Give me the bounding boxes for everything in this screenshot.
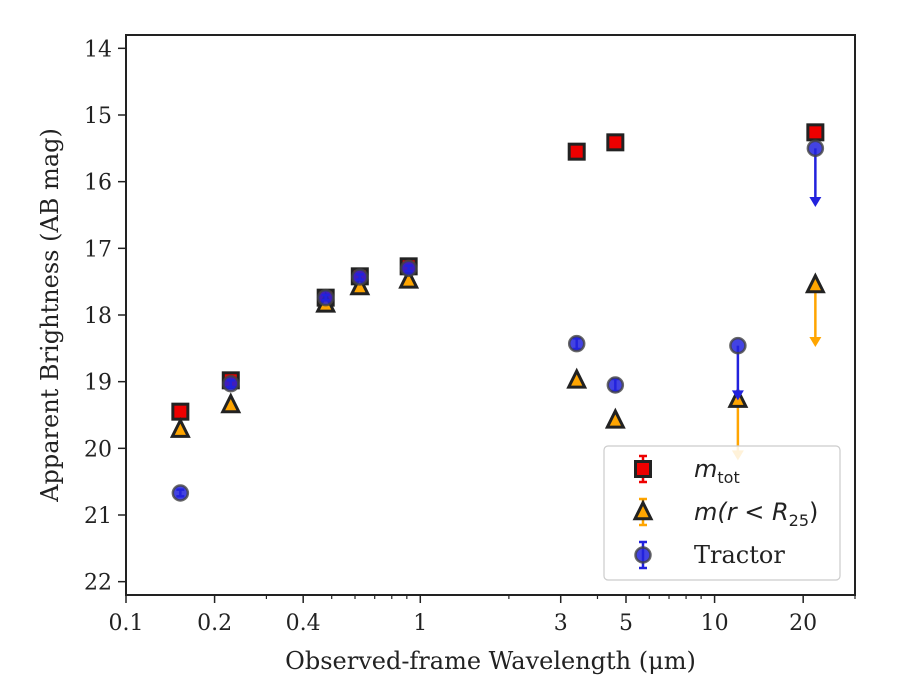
upper-limit-arrow — [809, 337, 822, 347]
y-tick-label: 15 — [84, 104, 112, 129]
square-marker — [171, 402, 190, 421]
x-axis: 0.1 0.2 0.4 1 3 5 10 20 — [109, 595, 856, 636]
data-point — [806, 123, 825, 142]
legend-entry: Tractor — [634, 540, 785, 570]
circle-marker — [399, 259, 418, 278]
y-tick-label: 16 — [84, 171, 112, 196]
data-point — [806, 139, 825, 207]
triangle-marker — [604, 407, 626, 429]
data-point — [606, 133, 625, 152]
circle-marker — [606, 376, 625, 394]
x-tick-label: 10 — [701, 611, 729, 636]
square-marker — [634, 460, 652, 478]
upper-limit-arrow — [809, 197, 822, 207]
y-tick-label: 20 — [84, 437, 112, 462]
y-axis-label: Apparent Brightness (AB mag) — [36, 128, 64, 503]
data-point — [804, 272, 826, 347]
data-point — [169, 417, 191, 438]
data-point — [729, 336, 747, 401]
data-point — [567, 334, 586, 353]
y-tick-label: 22 — [84, 571, 112, 596]
y-tick-label: 14 — [84, 37, 112, 62]
y-axis: 14 15 16 17 18 19 20 21 22 — [84, 37, 126, 596]
x-tick-label: 20 — [789, 611, 817, 636]
data-point — [171, 402, 190, 421]
x-tick-label: 0.2 — [197, 611, 232, 636]
triangle-marker — [632, 499, 654, 521]
data-point — [606, 376, 625, 394]
triangle-marker — [220, 392, 242, 414]
data-point — [398, 267, 420, 289]
legend-entry: mtot — [634, 454, 740, 487]
x-tick-label: 1 — [413, 611, 427, 636]
data-point — [351, 268, 369, 286]
x-axis-label: Observed-frame Wavelength (μm) — [285, 647, 696, 675]
legend-entry: m(r < R25) — [632, 497, 818, 530]
data-point — [567, 142, 586, 161]
square-marker — [567, 142, 586, 161]
y-tick-label: 17 — [84, 237, 112, 262]
legend-label: mtot — [694, 455, 740, 487]
x-tick-label: 5 — [619, 611, 633, 636]
x-tick-label: 0.4 — [286, 611, 321, 636]
data-point — [171, 484, 190, 502]
y-tick-label: 21 — [84, 504, 112, 529]
series-circle — [171, 139, 825, 502]
circle-marker — [351, 268, 369, 286]
circle-marker — [222, 374, 240, 393]
data-point — [222, 374, 240, 393]
circle-marker — [729, 336, 747, 355]
data-point — [316, 288, 335, 307]
legend-label: m(r < R25) — [694, 498, 818, 530]
upper-limit-arrow — [731, 390, 744, 401]
square-marker — [806, 123, 825, 142]
triangle-marker — [169, 417, 191, 438]
data-marks — [169, 123, 826, 502]
triangle-marker — [398, 267, 420, 289]
circle-marker — [171, 484, 190, 502]
series-triangle — [169, 267, 826, 461]
circle-marker — [316, 288, 335, 307]
x-tick-label: 0.1 — [109, 611, 144, 636]
data-point — [566, 367, 588, 389]
legend-label: Tractor — [694, 541, 785, 569]
circle-marker — [567, 334, 586, 353]
x-tick-label: 3 — [554, 611, 568, 636]
legend: mtot m(r < R25) Tractor — [603, 445, 841, 581]
legend-box — [603, 445, 841, 581]
data-point — [220, 392, 242, 414]
y-tick-label: 18 — [84, 304, 112, 329]
data-point — [604, 407, 626, 429]
triangle-marker — [566, 367, 588, 389]
triangle-marker — [804, 272, 826, 294]
circle-marker — [634, 546, 652, 564]
data-point — [399, 259, 418, 278]
series-square — [171, 123, 825, 421]
circle-marker — [806, 139, 825, 158]
square-marker — [606, 133, 625, 152]
y-tick-label: 19 — [84, 371, 112, 396]
